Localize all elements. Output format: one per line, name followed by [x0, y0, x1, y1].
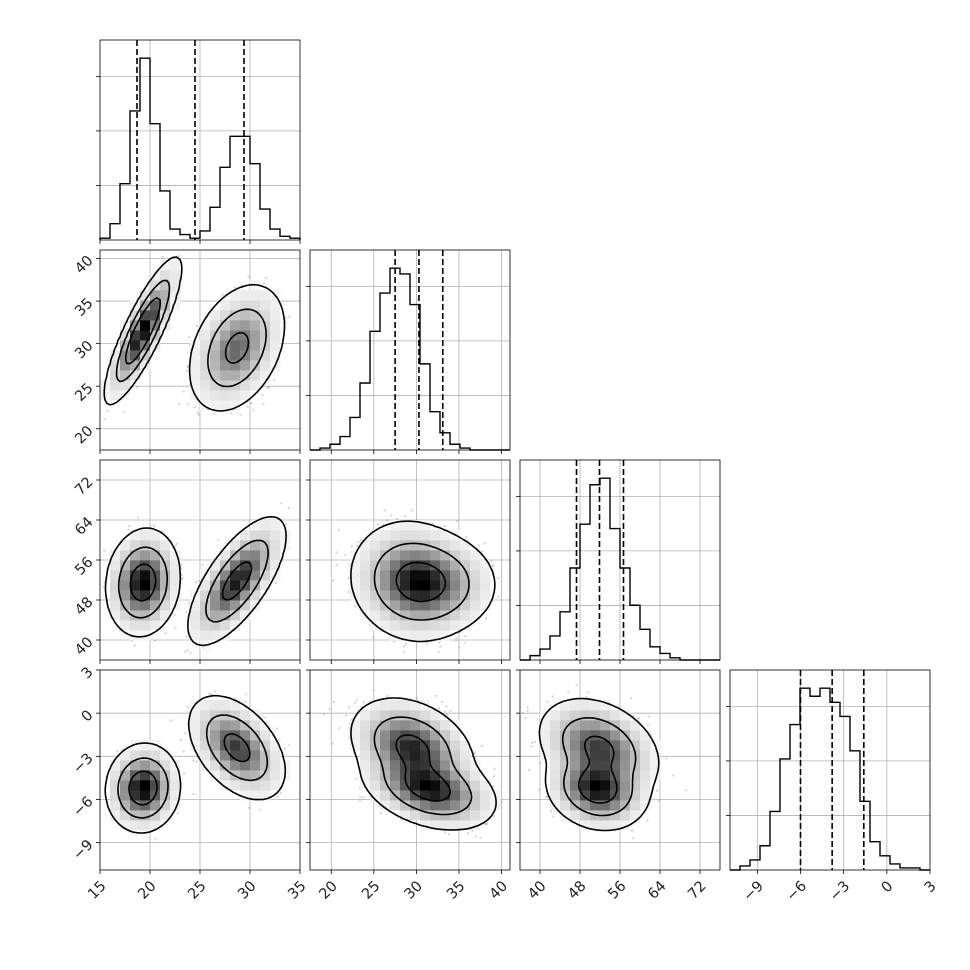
- xtick-label-3-0: −9: [741, 878, 767, 904]
- contour-3-1-0: [395, 734, 451, 802]
- ytick-label-2-3: 64: [72, 514, 96, 538]
- contour-3-2-1: [561, 717, 637, 817]
- contour-3-0-2: [104, 694, 287, 834]
- ytick-label-1-3: 35: [72, 295, 96, 319]
- xtick-label-2-0: 40: [525, 878, 549, 902]
- xtick-label-2-1: 48: [565, 878, 589, 902]
- ytick-label-3-4: 3: [79, 664, 97, 682]
- xtick-label-1-2: 30: [402, 878, 426, 902]
- xtick-label-3-4: 3: [922, 878, 940, 896]
- xtick-label-2-4: 72: [685, 878, 709, 902]
- contour-3-2-0: [578, 735, 618, 804]
- ytick-label-3-1: −6: [70, 794, 96, 820]
- histogram-2: [520, 477, 720, 661]
- ytick-label-1-4: 40: [72, 253, 96, 277]
- contour-2-1-2: [350, 520, 496, 643]
- contour-3-1-1: [373, 716, 473, 816]
- xtick-label-1-0: 20: [317, 878, 341, 902]
- contour-1-0-0: [125, 297, 250, 365]
- panel-3-0: [104, 690, 291, 841]
- contour-2-0-0: [129, 561, 253, 602]
- panel-3-2: [521, 684, 688, 840]
- contour-2-1-0: [395, 561, 447, 603]
- contour-3-2-2: [538, 697, 660, 832]
- xtick-label-3-2: −3: [827, 878, 853, 904]
- ytick-label-2-4: 72: [72, 474, 96, 498]
- xtick-label-2-3: 64: [645, 878, 669, 902]
- xtick-label-0-4: 35: [285, 878, 309, 902]
- ytick-label-3-3: 0: [79, 708, 97, 726]
- ytick-label-1-1: 25: [72, 381, 96, 405]
- contour-3-1-2: [350, 697, 497, 831]
- xtick-label-0-1: 20: [135, 878, 159, 902]
- panel-1-0: [100, 254, 291, 421]
- histogram-1: [310, 267, 510, 451]
- contour-1-0-2: [103, 256, 286, 412]
- ytick-label-2-0: 40: [72, 634, 96, 658]
- contour-2-0-2: [104, 516, 287, 647]
- contour-2-0-1: [117, 539, 269, 623]
- panel-2-1: [332, 509, 500, 654]
- panel-frame-1-1: [309, 249, 511, 451]
- xtick-label-0-3: 30: [235, 878, 259, 902]
- panel-2-0: [102, 502, 291, 654]
- histogram-0: [99, 57, 301, 240]
- xtick-label-3-1: −6: [784, 878, 810, 904]
- xtick-label-0-0: 15: [85, 878, 109, 902]
- ytick-label-2-2: 56: [72, 554, 96, 578]
- ytick-label-1-0: 20: [72, 423, 96, 447]
- xtick-label-1-3: 35: [444, 878, 468, 902]
- xtick-label-1-1: 25: [359, 878, 383, 902]
- ytick-label-3-0: −9: [70, 837, 96, 863]
- contour-3-0-0: [128, 733, 251, 806]
- xtick-label-1-4: 40: [487, 878, 511, 902]
- panel-3-1: [323, 689, 503, 840]
- ytick-label-2-1: 48: [72, 594, 96, 618]
- xtick-label-0-2: 25: [185, 878, 209, 902]
- density-3-1: [350, 700, 501, 831]
- xtick-label-2-2: 56: [605, 878, 629, 902]
- panel-frame-3-3: [729, 669, 931, 871]
- histogram-3: [730, 687, 930, 871]
- ytick-label-3-2: −3: [70, 751, 96, 777]
- ytick-label-1-2: 30: [72, 338, 96, 362]
- contour-2-1-1: [373, 542, 470, 621]
- data-layer: [99, 40, 930, 871]
- xtick-label-3-3: 0: [879, 878, 897, 896]
- contour-3-0-1: [117, 714, 269, 819]
- panel-frame-3-1: [309, 669, 511, 871]
- contour-1-0-1: [115, 279, 267, 388]
